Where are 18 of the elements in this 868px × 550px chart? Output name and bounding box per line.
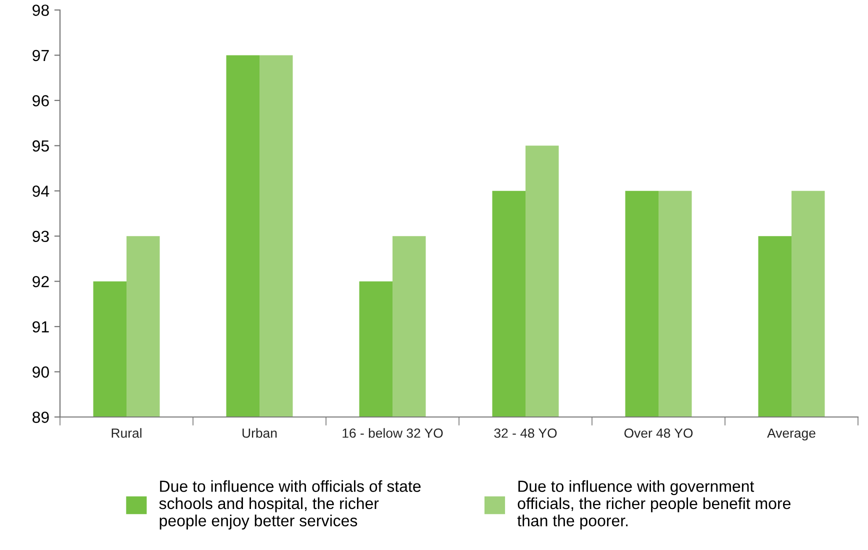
legend-label: Due to influence with government officials, the richer people benefit more than the poorer. [517,480,790,530]
x-tick-label: Urban [242,428,277,438]
x-tick-label: Rural [112,428,142,438]
y-tick-label: 92 [32,276,49,288]
y-tick-label: 93 [32,230,49,242]
y-tick-label: 89 [32,412,49,423]
y-tick-label: 96 [32,95,49,106]
y-tick-label: 90 [32,366,49,378]
x-tick-label: Average [767,428,816,440]
x-tick-label: Over 48 YO [624,428,693,438]
y-tick-label: 98 [32,4,49,16]
y-tick-label: 97 [32,50,49,62]
y-tick-label: 91 [32,321,49,332]
x-tick-label: 16 - below 32 YO [342,428,443,438]
y-tick-label: 94 [32,186,50,197]
y-tick-label: 95 [32,140,49,152]
legend-label: Due to influence with officials of state schools and hospital, the richer people enjoy better services [159,480,421,530]
x-tick-label: 32 - 48 YO [494,428,557,438]
